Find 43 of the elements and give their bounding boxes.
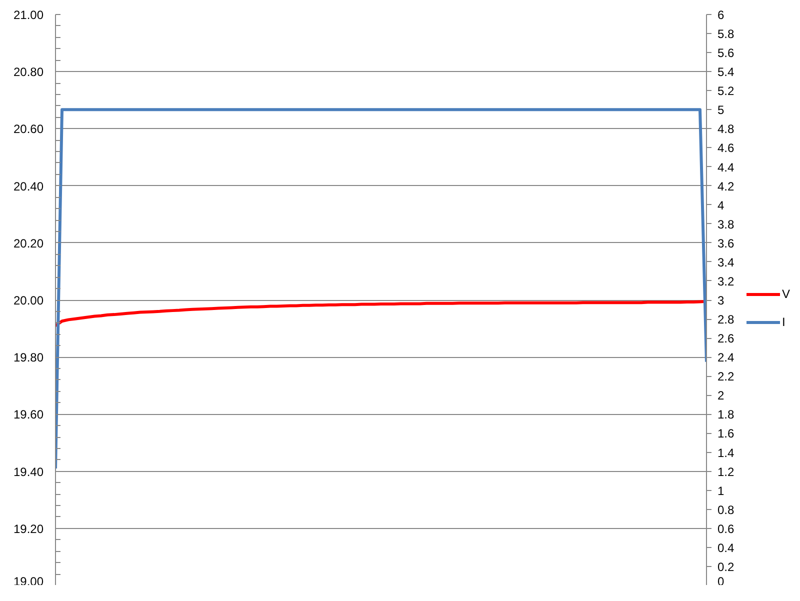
y2-tick-label: 1.2: [718, 464, 735, 479]
y2-tick-label: 1.4: [718, 446, 735, 460]
y2-tick-label: 3.4: [718, 255, 735, 270]
y-tick-label: 20.80: [13, 65, 44, 80]
legend-label: I: [782, 314, 786, 328]
y2-tick-label: 5.6: [718, 46, 735, 60]
y-tick-label: 19.40: [13, 464, 44, 479]
y2-tick-label: 2.8: [718, 312, 735, 327]
y-tick-label: 20.20: [13, 236, 44, 250]
y2-tick-label: 4.6: [718, 141, 735, 156]
y2-tick-label: 5.4: [718, 65, 735, 80]
y-tick-label: 20.60: [13, 122, 44, 136]
y2-tick-label: 2: [718, 388, 724, 403]
y2-tick-label: 5.2: [718, 84, 735, 98]
y2-tick-label: 1.6: [718, 426, 735, 441]
y2-tick-label: 2.2: [718, 370, 735, 384]
y2-tick-label: 4.4: [718, 160, 735, 174]
y2-tick-label: 3.6: [718, 236, 735, 250]
y2-tick-label: 3.2: [718, 274, 735, 288]
legend-label: V: [782, 286, 792, 300]
y2-tick-label: 0.2: [718, 560, 735, 574]
y2-tick-label: 4: [718, 198, 724, 212]
y-tick-label: 20.00: [13, 294, 44, 308]
y2-tick-label: 3: [718, 294, 724, 308]
line-series: [56, 300, 706, 328]
y2-tick-label: 3.8: [718, 217, 735, 232]
y-tick-label: 19.20: [13, 522, 44, 536]
y2-tick-label: 4.8: [718, 122, 735, 136]
y-tick-label: 21.00: [13, 8, 44, 22]
y2-tick-label: 5.8: [718, 27, 735, 42]
y-tick-label: 19.80: [13, 350, 44, 365]
y2-tick-label: 2.4: [718, 350, 735, 365]
y-tick-label: 19.60: [13, 408, 44, 422]
y-tick-label: 20.40: [13, 179, 44, 194]
y2-tick-label: 1: [718, 484, 724, 498]
y2-tick-label: 5: [718, 103, 724, 118]
y2-tick-label: 0.8: [718, 502, 735, 517]
y2-tick-label: 0.6: [718, 522, 735, 536]
y2-tick-label: 4.2: [718, 179, 735, 194]
y2-tick-label: 0.4: [718, 540, 735, 555]
y2-tick-label: 6: [718, 8, 724, 22]
y2-tick-label: 1.8: [718, 408, 735, 422]
y2-tick-label: 2.6: [718, 332, 735, 346]
